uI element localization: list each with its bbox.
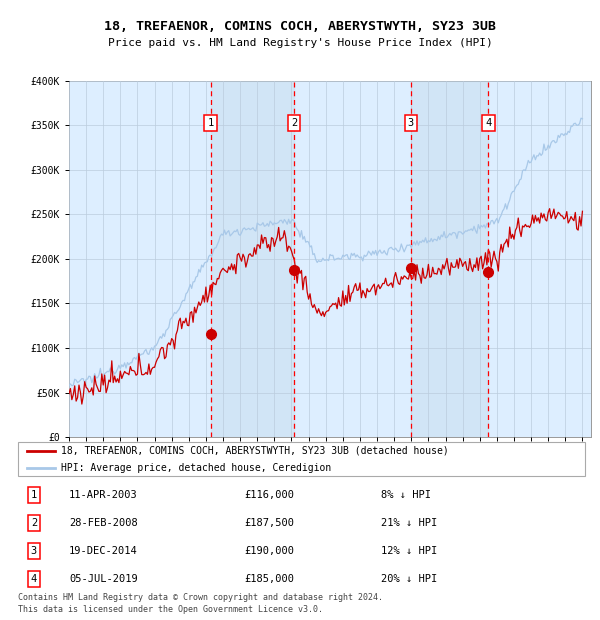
Text: 3: 3 [31,546,37,556]
Bar [411,81,488,437]
Text: This data is licensed under the Open Government Licence v3.0.: This data is licensed under the Open Gov… [18,605,323,614]
Text: HPI: Average price, detached house, Ceredigion: HPI: Average price, detached house, Cere… [61,463,331,472]
Text: 1: 1 [208,118,214,128]
Text: 05-JUL-2019: 05-JUL-2019 [69,574,138,584]
Text: £187,500: £187,500 [245,518,295,528]
Text: 21% ↓ HPI: 21% ↓ HPI [381,518,437,528]
Text: 20% ↓ HPI: 20% ↓ HPI [381,574,437,584]
Text: 3: 3 [407,118,414,128]
Text: £190,000: £190,000 [245,546,295,556]
Text: £116,000: £116,000 [245,490,295,500]
Text: 2: 2 [291,118,298,128]
Text: 2: 2 [31,518,37,528]
Text: 12% ↓ HPI: 12% ↓ HPI [381,546,437,556]
Text: 19-DEC-2014: 19-DEC-2014 [69,546,138,556]
Text: 8% ↓ HPI: 8% ↓ HPI [381,490,431,500]
Text: 1: 1 [31,490,37,500]
Text: 18, TREFAENOR, COMINS COCH, ABERYSTWYTH, SY23 3UB (detached house): 18, TREFAENOR, COMINS COCH, ABERYSTWYTH,… [61,446,448,456]
Text: Contains HM Land Registry data © Crown copyright and database right 2024.: Contains HM Land Registry data © Crown c… [18,593,383,601]
Text: 28-FEB-2008: 28-FEB-2008 [69,518,138,528]
Text: 18, TREFAENOR, COMINS COCH, ABERYSTWYTH, SY23 3UB: 18, TREFAENOR, COMINS COCH, ABERYSTWYTH,… [104,20,496,33]
Bar [211,81,294,437]
Text: Price paid vs. HM Land Registry's House Price Index (HPI): Price paid vs. HM Land Registry's House … [107,38,493,48]
Text: 11-APR-2003: 11-APR-2003 [69,490,138,500]
Text: 4: 4 [31,574,37,584]
Text: £185,000: £185,000 [245,574,295,584]
Text: 4: 4 [485,118,491,128]
